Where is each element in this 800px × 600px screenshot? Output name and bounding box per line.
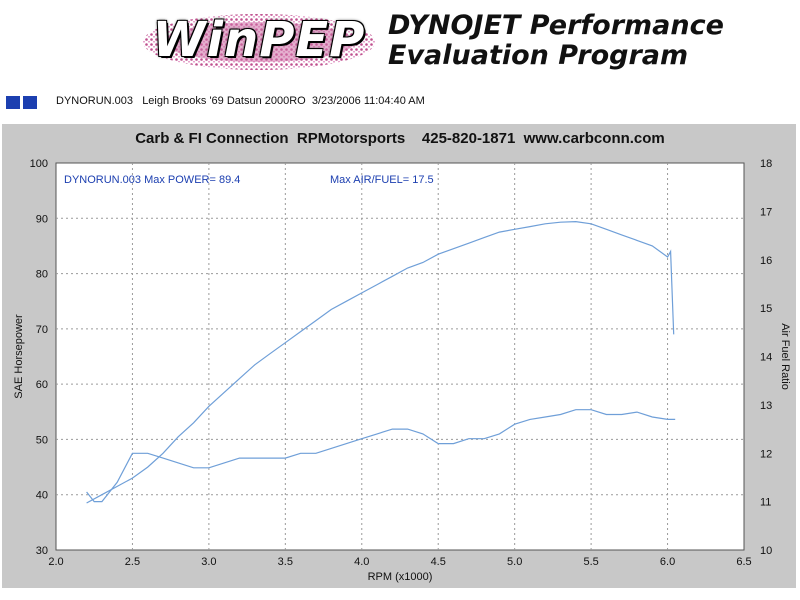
brand-title-line1: DYNOJET Performance [388, 10, 724, 41]
y-tick-label: 60 [36, 379, 48, 391]
run-color-swatches [6, 96, 40, 114]
y2-tick-label: 16 [760, 255, 772, 267]
y-tick-label: 40 [36, 490, 48, 502]
logo-text: WinPEP [152, 12, 366, 68]
y-tick-label: 90 [36, 213, 48, 225]
run-info-line: DYNORUN.003 Leigh Brooks '69 Datsun 2000… [56, 95, 425, 107]
x-tick-label: 5.0 [507, 556, 522, 568]
power-series-line [86, 220, 675, 504]
y2-tick-label: 12 [760, 448, 772, 460]
y2-axis-ticks: 10 11 12 13 14 15 16 17 18 [760, 158, 772, 557]
x-tick-label: 2.5 [125, 556, 140, 568]
y-tick-label: 50 [36, 434, 48, 446]
x-tick-label: 6.5 [736, 556, 751, 568]
y-tick-label: 70 [36, 324, 48, 336]
logo-splatter-background [143, 14, 375, 70]
y2-tick-label: 17 [760, 206, 772, 218]
y2-axis-label: Air Fuel Ratio [779, 323, 791, 390]
x-axis-label: RPM (x1000) [368, 571, 433, 583]
x-tick-label: 5.5 [583, 556, 598, 568]
y2-tick-label: 18 [760, 158, 772, 170]
y2-tick-label: 11 [760, 497, 771, 509]
y2-tick-label: 15 [760, 303, 772, 315]
plot-area [55, 162, 745, 551]
x-tick-label: 3.0 [201, 556, 216, 568]
x-tick-label: 2.0 [48, 556, 63, 568]
series-lines [86, 220, 676, 504]
airfuel-series-line [86, 409, 676, 503]
run-swatch-1 [6, 96, 20, 109]
run-swatch-2 [23, 96, 37, 109]
x-tick-label: 3.5 [278, 556, 293, 568]
legend-power: DYNORUN.003 Max POWER= 89.4 [64, 174, 240, 186]
winpep-logo: WinPEP [140, 8, 378, 72]
brand-title-line2: Evaluation Program [388, 40, 689, 71]
y-axis-label: SAE Horsepower [13, 314, 25, 399]
x-tick-label: 6.0 [660, 556, 675, 568]
y-tick-label: 100 [30, 158, 48, 170]
y-tick-label: 30 [36, 545, 48, 557]
legend-airfuel: Max AIR/FUEL= 17.5 [330, 174, 434, 186]
y2-tick-label: 14 [760, 352, 772, 364]
y-tick-label: 80 [36, 269, 48, 281]
y2-tick-label: 10 [760, 545, 772, 557]
x-tick-label: 4.5 [431, 556, 446, 568]
y-axis-ticks: 30 40 50 60 70 80 90 100 [30, 158, 48, 557]
x-tick-label: 4.0 [354, 556, 369, 568]
y2-tick-label: 13 [760, 400, 772, 412]
chart-header: Carb & FI Connection RPMotorsports 425-8… [135, 130, 665, 147]
x-axis-ticks: 2.0 2.5 3.0 3.5 4.0 4.5 5.0 5.5 6.0 6.5 [48, 556, 751, 568]
